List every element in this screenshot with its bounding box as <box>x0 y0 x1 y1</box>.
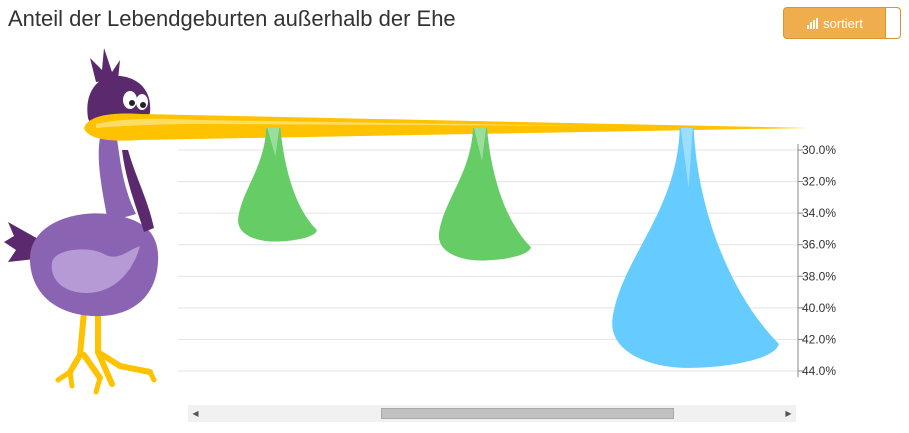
scroll-right-arrow[interactable]: ▶ <box>785 409 792 418</box>
stork-beak-highlight <box>96 118 600 128</box>
sort-toggle-text: sortiert <box>823 15 863 31</box>
scroll-thumb[interactable] <box>381 408 674 419</box>
stork-eyes <box>123 91 148 110</box>
scroll-left-arrow[interactable]: ◀ <box>192 409 199 418</box>
drop-highlight <box>267 128 280 157</box>
y-tick-label: 44.0% <box>802 364 836 378</box>
drop-bar <box>238 128 317 242</box>
y-tick-label: 30.0% <box>802 143 836 157</box>
chart-title: Anteil der Lebendgeburten außerhalb der … <box>8 6 456 31</box>
stork-neck <box>98 132 136 222</box>
stork-wing <box>51 246 141 293</box>
stork-neck-shadow <box>122 150 154 232</box>
stork-crest <box>90 48 120 82</box>
sort-toggle-button[interactable]: sortiert <box>783 7 901 39</box>
y-tick-label: 42.0% <box>802 332 836 346</box>
y-tick-label: 32.0% <box>802 175 836 189</box>
chart-drop <box>238 128 317 242</box>
y-tick-label: 34.0% <box>802 206 836 220</box>
horizontal-scrollbar[interactable]: ◀ ▶ <box>188 405 796 422</box>
bar-chart-icon <box>807 17 819 29</box>
y-tick-label: 40.0% <box>802 301 836 315</box>
drop-highlight <box>680 128 693 188</box>
stork-illustration <box>4 48 159 395</box>
y-tick-label: 38.0% <box>802 269 836 283</box>
y-axis: 30.0% 32.0% 34.0% 36.0% 38.0% 40.0% 42.0% 44.0% <box>797 143 836 378</box>
toggle-knob[interactable] <box>885 8 900 38</box>
drops-layer <box>238 128 779 368</box>
y-tick-label: 36.0% <box>802 238 836 252</box>
drop-bar <box>438 128 531 261</box>
drop-highlight <box>474 128 486 162</box>
drop-bar <box>612 128 779 368</box>
stork-beak <box>84 113 808 141</box>
chart-drop <box>438 128 531 261</box>
chart-drop <box>612 128 779 368</box>
stork-legs <box>55 309 157 395</box>
sort-toggle-label-wrap: sortiert <box>784 8 886 38</box>
